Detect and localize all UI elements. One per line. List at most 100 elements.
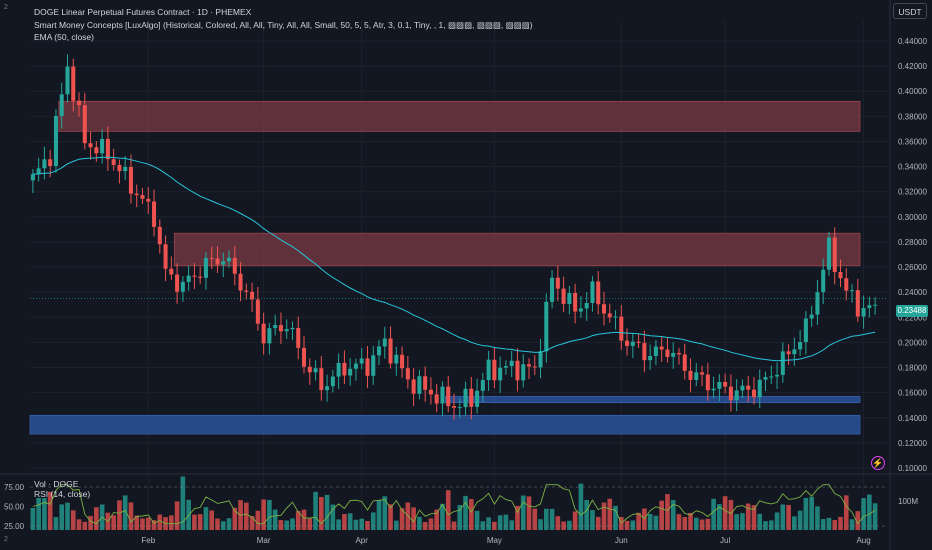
- candle-body: [65, 66, 70, 95]
- candle-body: [30, 174, 35, 181]
- volume-bar: [88, 515, 93, 530]
- volume-bar: [342, 514, 347, 530]
- volume-bar: [792, 516, 797, 530]
- candle-body: [336, 362, 341, 377]
- symbol-title[interactable]: DOGE Linear Perpetual Futures Contract ·…: [34, 7, 252, 17]
- volume-bar: [659, 500, 664, 530]
- volume-bar: [145, 517, 151, 530]
- candle-body: [538, 351, 543, 368]
- candle-body: [209, 257, 214, 259]
- candle-body: [873, 304, 878, 306]
- candle-body: [134, 193, 139, 196]
- volume-bar: [584, 499, 589, 530]
- volume-bar: [111, 515, 116, 530]
- candle-body: [36, 168, 41, 175]
- candle-body: [625, 340, 630, 346]
- smc-indicator-legend[interactable]: Smart Money Concepts [LuxAlgo] (Historic…: [34, 19, 533, 30]
- volume-bar: [734, 514, 739, 530]
- volume-bar: [59, 504, 65, 530]
- volume-bar: [861, 498, 866, 530]
- volume-bar: [244, 502, 249, 530]
- volume-bar: [180, 476, 186, 530]
- candle-body: [451, 406, 457, 408]
- last-price-label: 0.23488: [896, 305, 928, 317]
- volume-bar: [711, 498, 716, 530]
- rsi-legend[interactable]: RSI (14, close): [34, 489, 91, 499]
- candle-body: [659, 346, 664, 350]
- volume-bar: [509, 520, 514, 530]
- volume-bar: [272, 509, 278, 530]
- candle-body: [261, 323, 266, 344]
- time-tick-label: Jul: [720, 536, 730, 545]
- candle-body: [307, 366, 312, 373]
- volume-bar: [549, 508, 555, 530]
- candle-body: [480, 380, 485, 391]
- time-tick-label: Jun: [615, 536, 628, 545]
- volume-bar: [319, 496, 324, 530]
- volume-bar: [128, 502, 134, 530]
- ema-line: [32, 156, 876, 362]
- volume-bar: [197, 514, 203, 530]
- candle-body: [838, 272, 843, 279]
- supply-zone: [173, 232, 861, 267]
- volume-bar: [520, 495, 526, 530]
- candle-body: [544, 301, 549, 352]
- candle-body: [775, 374, 780, 377]
- currency-button[interactable]: USDT: [893, 3, 927, 19]
- volume-bar: [117, 500, 122, 530]
- candle-body: [105, 138, 110, 160]
- candle-body: [469, 388, 474, 407]
- candle-body: [503, 366, 508, 368]
- candle-body: [792, 349, 797, 355]
- volume-bar: [740, 513, 745, 530]
- volume-bar: [209, 510, 215, 530]
- volume-bar: [590, 510, 595, 530]
- volume-bar: [324, 494, 330, 530]
- volume-bar: [757, 513, 763, 530]
- volume-bar: [855, 511, 861, 530]
- candle-body: [532, 366, 537, 368]
- volume-bar: [353, 519, 359, 530]
- rsi-tick-label: 25.00: [4, 522, 25, 531]
- volume-bar: [370, 512, 376, 530]
- candle-body: [769, 376, 774, 378]
- price-tick-label: 0.18000: [898, 364, 927, 373]
- volume-bar: [526, 496, 532, 530]
- volume-bar: [203, 507, 209, 530]
- price-tick-label: 0.36000: [898, 137, 927, 146]
- candle-body: [861, 308, 866, 317]
- candle-body: [117, 165, 122, 172]
- volume-bar: [595, 516, 601, 530]
- candle-body: [446, 386, 451, 407]
- volume-bar: [278, 520, 284, 530]
- volume-bar: [699, 519, 705, 530]
- candle-body: [405, 368, 410, 380]
- candle-body: [77, 100, 82, 106]
- candle-body: [723, 381, 728, 387]
- price-tick-label: 0.14000: [898, 414, 927, 423]
- candle-body: [175, 274, 180, 292]
- candle-body: [394, 354, 399, 364]
- volume-bar: [722, 496, 728, 530]
- candle-body: [717, 381, 722, 389]
- time-tick-label: Apr: [355, 536, 368, 545]
- candle-body: [630, 341, 635, 346]
- volume-bar: [215, 518, 220, 530]
- candle-body: [728, 386, 733, 401]
- price-tick-label: 0.30000: [898, 213, 927, 222]
- candle-body: [111, 159, 116, 166]
- time-tick-label: Aug: [856, 536, 870, 545]
- candle-body: [180, 281, 185, 292]
- price-tick-label: 0.22000: [898, 313, 927, 322]
- volume-bar: [763, 521, 768, 530]
- candle-body: [815, 292, 820, 315]
- ema-indicator-legend[interactable]: EMA (50, close): [34, 32, 94, 42]
- corner-mark-top: 2: [4, 4, 8, 11]
- candle-body: [821, 269, 826, 293]
- volume-legend[interactable]: Vol · DOGE: [34, 479, 79, 489]
- volume-bar: [624, 520, 630, 530]
- volume-bar: [872, 503, 878, 530]
- lightning-alert-icon[interactable]: ⚡: [871, 456, 885, 470]
- candle-body: [780, 351, 785, 375]
